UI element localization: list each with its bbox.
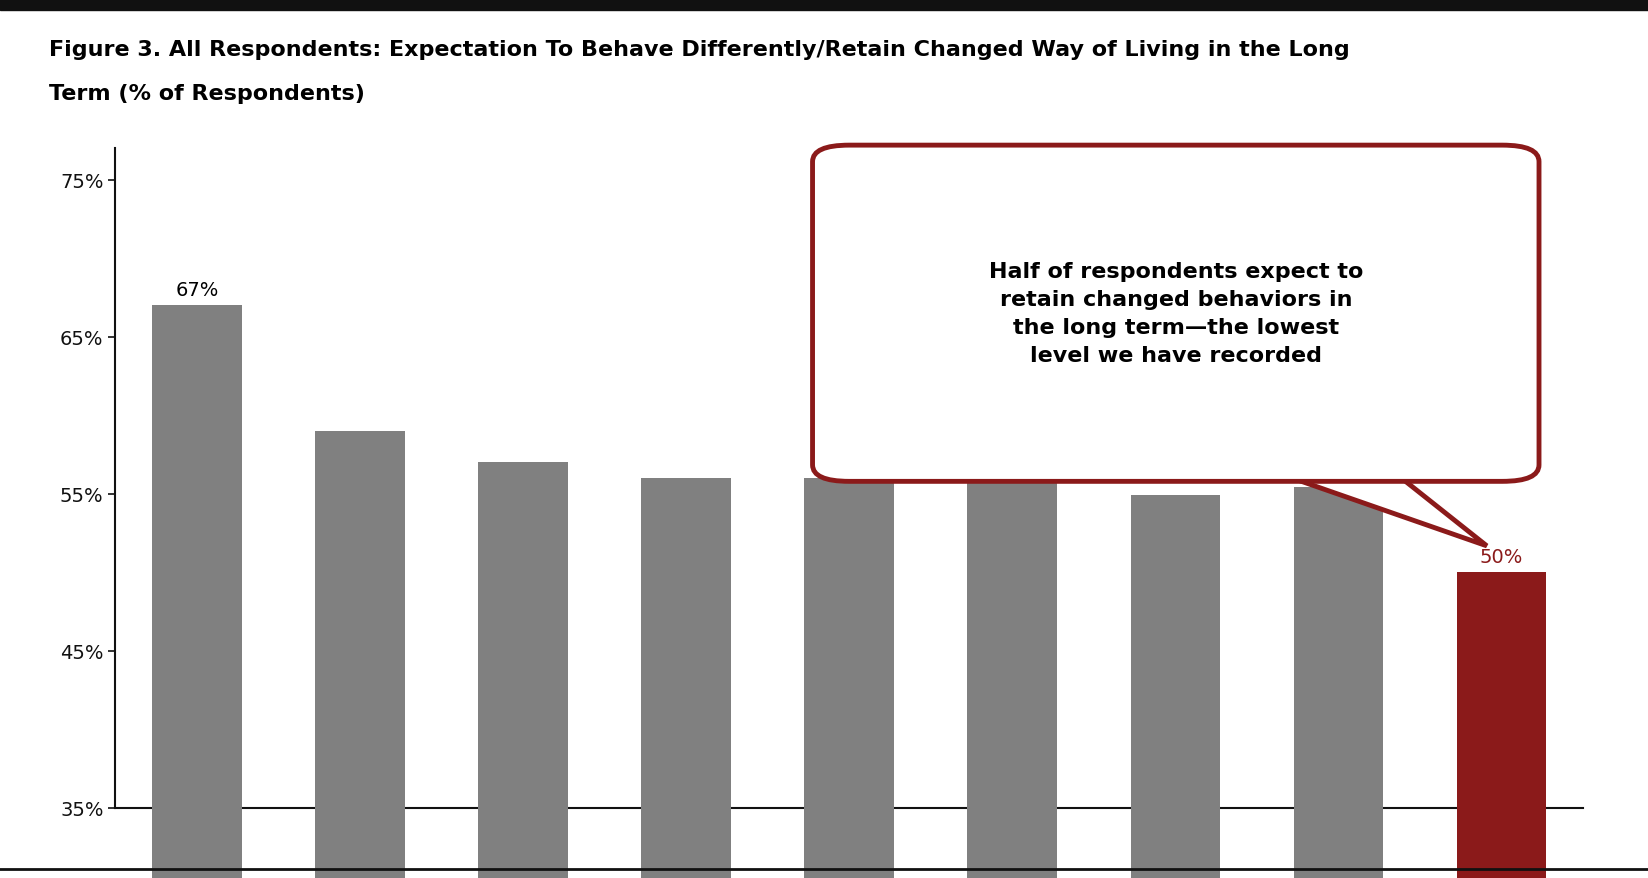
Text: 50%: 50%: [1478, 547, 1523, 566]
Bar: [1292, 488, 1383, 878]
Text: Figure 3. All Respondents: Expectation To Behave Differently/Retain Changed Way : Figure 3. All Respondents: Expectation T…: [49, 40, 1350, 60]
Bar: [804, 479, 893, 878]
Text: Half of respondents expect to
retain changed behaviors in
the long term—the lowe: Half of respondents expect to retain cha…: [989, 262, 1363, 366]
FancyBboxPatch shape: [812, 146, 1538, 482]
Polygon shape: [1254, 465, 1486, 546]
Bar: [1131, 496, 1220, 878]
Bar: [478, 463, 567, 878]
Bar: [152, 306, 242, 878]
Text: 67%: 67%: [175, 281, 219, 299]
Text: Term (% of Respondents): Term (% of Respondents): [49, 83, 366, 104]
Bar: [641, 479, 730, 878]
Bar: [1455, 572, 1546, 878]
Bar: [315, 431, 405, 878]
Bar: [967, 471, 1056, 878]
